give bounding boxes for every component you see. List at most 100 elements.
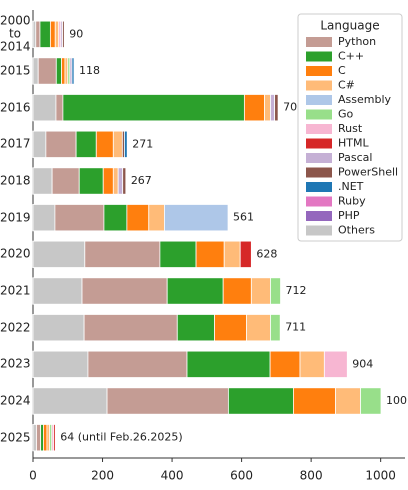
bar-segment: [126, 204, 150, 232]
total-label: 904: [352, 357, 373, 370]
bar-segment: [81, 277, 168, 305]
bar-segment: [51, 167, 80, 195]
bar-segment: [164, 204, 229, 232]
bar-segment: [55, 94, 64, 122]
legend-swatch: [306, 109, 332, 120]
bar-segment: [71, 57, 75, 85]
bar-segment: [32, 94, 57, 122]
x-tick-label: 0: [29, 469, 37, 483]
legend-label: Python: [338, 35, 376, 48]
bar-segment: [43, 424, 48, 452]
y-tick-label: 2024: [0, 393, 31, 408]
total-label: 711: [285, 321, 306, 334]
legend-swatch: [306, 37, 332, 47]
total-label: 118: [79, 64, 100, 77]
y-tick-label: 2020: [0, 246, 31, 261]
legend-label: C++: [338, 50, 364, 63]
bar-segment: [112, 130, 123, 158]
y-tick-label: 2019: [0, 210, 31, 225]
bar-segment: [84, 240, 161, 268]
total-label: 64 (until Feb.26.2025): [60, 431, 182, 444]
legend-swatch: [306, 211, 332, 221]
legend-label: Ruby: [338, 195, 366, 208]
y-tick-label: 2017: [0, 136, 31, 151]
bar-segment: [35, 20, 41, 48]
legend-swatch: [306, 124, 332, 134]
legend-swatch: [306, 80, 332, 91]
total-label: 712: [286, 284, 307, 297]
bar-segment: [64, 57, 69, 85]
bar-segment: [250, 277, 271, 305]
total-label: 267: [131, 174, 152, 187]
y-tick-label: 2023: [0, 356, 31, 371]
legend-swatch: [306, 167, 332, 178]
bar-segment: [186, 350, 271, 378]
bar-segment: [54, 204, 105, 232]
bar-segment: [36, 424, 42, 452]
bar-segment: [32, 240, 86, 268]
x-tick-label: 600: [230, 469, 253, 483]
bar-segment: [83, 314, 178, 342]
bar-segment: [269, 350, 301, 378]
bar-segment: [222, 277, 252, 305]
bar-segment: [195, 240, 225, 268]
bar-segment: [55, 57, 62, 85]
legend-label: PHP: [338, 209, 360, 222]
bar-segment: [148, 204, 165, 232]
total-label: 271: [132, 137, 153, 150]
bar-segment: [32, 387, 108, 415]
legend-label: PowerShell: [338, 166, 398, 179]
total-label: 628: [256, 247, 277, 260]
bar-segment: [62, 94, 245, 122]
bar-segment: [32, 350, 89, 378]
bar-segment: [270, 314, 281, 342]
bar-segment: [264, 94, 271, 122]
legend-title: Language: [320, 19, 379, 33]
bar-segment: [106, 387, 229, 415]
bar-segment: [75, 130, 97, 158]
bar-segment: [39, 20, 51, 48]
legend-label: Pascal: [338, 151, 372, 164]
bar-segment: [102, 167, 114, 195]
legend-swatch: [306, 51, 332, 62]
bar-segment: [299, 350, 325, 378]
bar-segment: [335, 387, 361, 415]
y-tick-label: 2015: [0, 63, 31, 78]
x-tick-label: 800: [300, 469, 323, 483]
bar-segment: [124, 130, 128, 158]
bar-segment: [117, 167, 124, 195]
y-tick-label: 2021: [0, 283, 31, 298]
bar-segment: [122, 167, 127, 195]
bar-segment: [360, 387, 382, 415]
legend-swatch: [306, 182, 332, 192]
legend-swatch: [306, 138, 332, 149]
bar-segment: [32, 167, 53, 195]
x-tick-label: 1000: [365, 469, 396, 483]
bar-segment: [176, 314, 215, 342]
bar-segment: [323, 350, 348, 378]
bar-segment: [95, 130, 114, 158]
bar-segment: [223, 240, 241, 268]
bar-segment: [53, 424, 56, 452]
bar-segment: [243, 94, 265, 122]
bar-segment: [274, 94, 279, 122]
y-tick-label: 2000 to 2014: [0, 13, 31, 54]
bar-segment: [32, 424, 37, 452]
bar-segment: [166, 277, 224, 305]
bar-segment: [87, 350, 188, 378]
legend-label: C: [338, 64, 346, 77]
bar-segment: [214, 314, 247, 342]
y-tick-label: 2022: [0, 320, 31, 335]
legend-label: Assembly: [338, 93, 392, 106]
bar-segment: [61, 57, 66, 85]
legend-swatch: [306, 95, 332, 105]
bar-segment: [54, 20, 60, 48]
bar-segment: [112, 167, 119, 195]
bar-segment: [40, 424, 44, 452]
bar-segment: [32, 130, 47, 158]
bar-segment: [32, 20, 37, 48]
bar-segment: [239, 240, 252, 268]
bar-segment: [45, 130, 77, 158]
